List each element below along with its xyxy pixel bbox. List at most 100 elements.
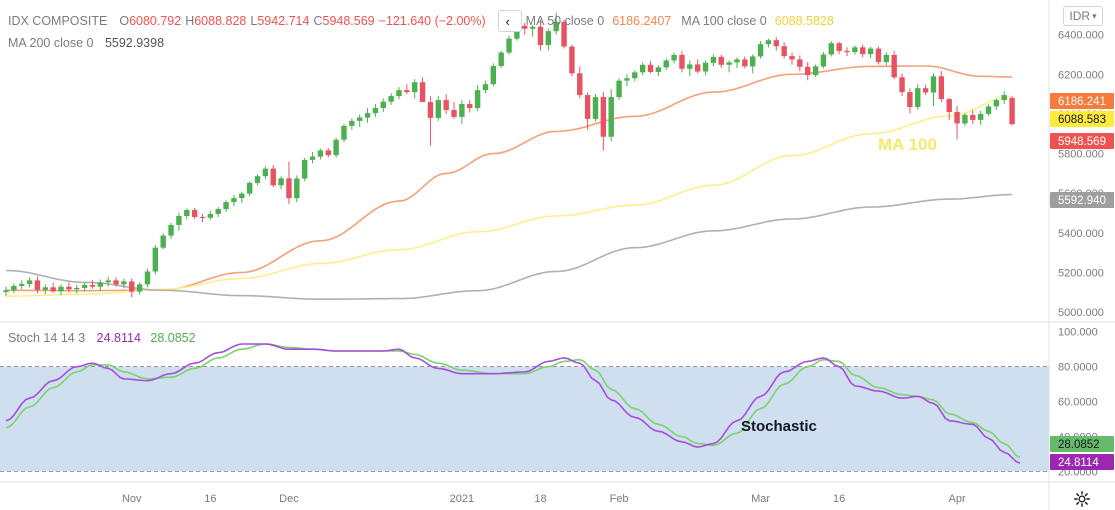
candle[interactable]	[74, 284, 80, 294]
candle[interactable]	[954, 106, 960, 140]
candle[interactable]	[490, 63, 497, 87]
candle[interactable]	[364, 107, 371, 123]
candle[interactable]	[710, 54, 717, 67]
candle[interactable]	[121, 278, 127, 289]
candle[interactable]	[726, 60, 732, 73]
candle[interactable]	[915, 84, 921, 110]
candle[interactable]	[286, 161, 292, 205]
candle[interactable]	[184, 208, 190, 220]
collapse-legend-button[interactable]: ‹	[497, 10, 522, 32]
candle[interactable]	[317, 148, 324, 160]
candle[interactable]	[333, 137, 339, 158]
candle[interactable]	[836, 41, 842, 55]
candle[interactable]	[750, 54, 756, 74]
candle[interactable]	[396, 87, 402, 100]
candle[interactable]	[742, 56, 748, 69]
candle[interactable]	[938, 71, 945, 103]
candle[interactable]	[262, 166, 269, 180]
candle[interactable]	[498, 50, 504, 68]
candle[interactable]	[930, 73, 937, 107]
candle[interactable]	[81, 282, 88, 292]
candle[interactable]	[671, 52, 677, 64]
ma100-label[interactable]: MA 100 close 0	[681, 14, 767, 28]
candle[interactable]	[11, 283, 17, 294]
candle[interactable]	[26, 277, 33, 288]
candle[interactable]	[561, 19, 567, 49]
candle[interactable]	[341, 124, 347, 143]
candle[interactable]	[797, 55, 803, 72]
candlesticks[interactable]	[3, 12, 1015, 298]
candle[interactable]	[1009, 96, 1015, 126]
candle[interactable]	[860, 44, 866, 58]
candle[interactable]	[639, 62, 646, 76]
candle[interactable]	[105, 276, 111, 287]
candle[interactable]	[506, 35, 512, 55]
candle[interactable]	[160, 233, 166, 250]
candle[interactable]	[231, 195, 237, 207]
candle[interactable]	[309, 151, 316, 164]
candle[interactable]	[246, 181, 253, 197]
candle[interactable]	[577, 66, 583, 99]
ma50-label[interactable]: MA 50 close 0	[525, 14, 605, 28]
candle[interactable]	[97, 279, 104, 292]
candle[interactable]	[812, 64, 819, 78]
candle[interactable]	[569, 44, 575, 77]
candle[interactable]	[600, 92, 607, 151]
candle[interactable]	[412, 79, 418, 99]
candle[interactable]	[789, 52, 795, 65]
candle[interactable]	[616, 78, 622, 101]
ma200-label[interactable]: MA 200 close 0	[8, 36, 94, 50]
candle[interactable]	[977, 110, 984, 125]
candle[interactable]	[946, 98, 952, 120]
candle[interactable]	[136, 282, 143, 295]
candle[interactable]	[176, 212, 182, 231]
currency-button[interactable]: IDR ▾	[1063, 6, 1103, 26]
candle[interactable]	[42, 284, 48, 295]
candle[interactable]	[459, 100, 465, 124]
candle[interactable]	[427, 96, 434, 146]
candle[interactable]	[19, 280, 25, 290]
candle[interactable]	[537, 19, 544, 51]
candle[interactable]	[781, 42, 787, 59]
candle[interactable]	[970, 109, 976, 125]
candle[interactable]	[962, 112, 968, 126]
candle[interactable]	[899, 73, 905, 97]
candle[interactable]	[545, 28, 552, 51]
candle[interactable]	[647, 60, 654, 74]
candle[interactable]	[805, 62, 811, 81]
candle[interactable]	[191, 208, 198, 219]
candle[interactable]	[584, 92, 591, 130]
price-axis[interactable]: 6400.0006200.0006000.0005800.0005600.000…	[1058, 30, 1104, 479]
candle[interactable]	[223, 200, 229, 213]
candle[interactable]	[349, 118, 355, 130]
candle[interactable]	[215, 207, 221, 217]
candle[interactable]	[3, 286, 9, 297]
candle[interactable]	[852, 45, 858, 55]
candle[interactable]	[907, 88, 913, 114]
candle[interactable]	[144, 268, 151, 288]
candle[interactable]	[301, 157, 308, 182]
candle[interactable]	[152, 245, 159, 275]
candle[interactable]	[694, 59, 701, 74]
candle[interactable]	[655, 65, 662, 76]
candle[interactable]	[773, 37, 779, 51]
candle[interactable]	[757, 41, 764, 59]
candle[interactable]	[820, 52, 827, 69]
candle[interactable]	[89, 280, 96, 289]
candle[interactable]	[254, 174, 261, 186]
candle[interactable]	[993, 98, 1000, 110]
time-axis[interactable]: Nov 16 Dec 2021 18 Feb Mar 16 Apr	[122, 493, 966, 505]
candle[interactable]	[624, 74, 630, 87]
candle[interactable]	[522, 22, 528, 35]
candle[interactable]	[325, 148, 331, 158]
candle[interactable]	[734, 57, 740, 68]
candle[interactable]	[278, 176, 284, 190]
candle[interactable]	[467, 100, 473, 113]
candle[interactable]	[270, 165, 276, 188]
candle[interactable]	[687, 60, 693, 77]
candle[interactable]	[891, 50, 897, 80]
candle[interactable]	[357, 114, 363, 127]
candle[interactable]	[985, 104, 992, 116]
candle[interactable]	[765, 38, 772, 48]
candle[interactable]	[663, 58, 669, 70]
